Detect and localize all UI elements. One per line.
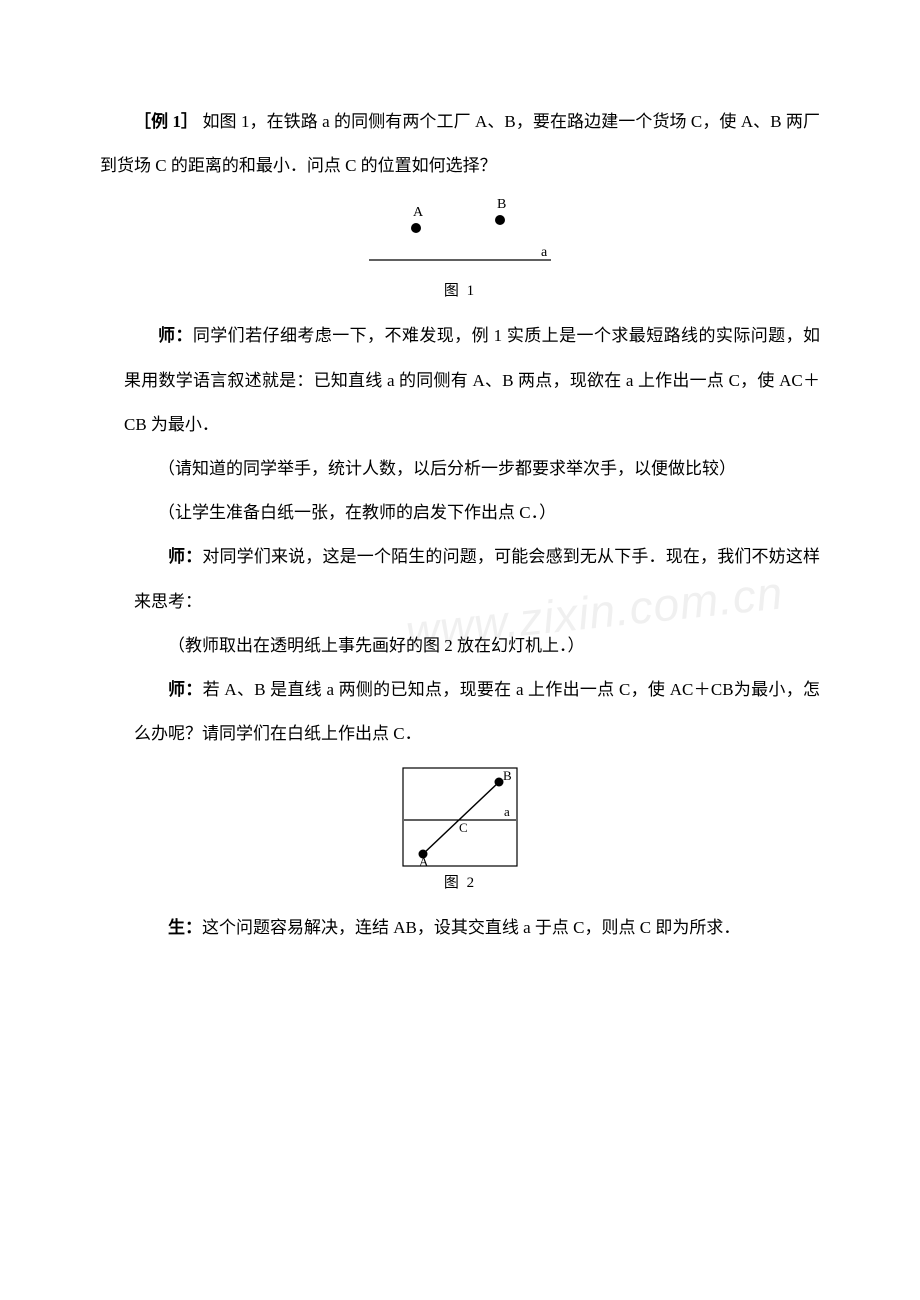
student-label-1: 生： (168, 918, 202, 937)
paragraph-note-2: （让学生准备白纸一张，在教师的启发下作出点 C．） (124, 491, 820, 535)
svg-text:a: a (541, 245, 548, 260)
svg-text:A: A (413, 205, 424, 220)
figure-2: a A B C 图 2 (100, 766, 820, 892)
paragraph-note-3: （教师取出在透明纸上事先画好的图 2 放在幻灯机上．） (134, 624, 820, 668)
note-2-text: （让学生准备白纸一张，在教师的启发下作出点 C．） (158, 503, 556, 522)
figure-2-caption: 图 2 (444, 871, 476, 892)
document-body: ［例 1］ 如图 1，在铁路 a 的同侧有两个工厂 A、B，要在路边建一个货场 … (100, 100, 820, 950)
teacher-text-2: 对同学们来说，这是一个陌生的问题，可能会感到无从下手．现在，我们不妨这样来思考： (134, 547, 820, 610)
teacher-label-2: 师： (168, 547, 202, 566)
student-text-1: 这个问题容易解决，连结 AB，设其交直线 a 于点 C，则点 C 即为所求． (202, 918, 740, 937)
svg-text:a: a (504, 804, 510, 819)
paragraph-example-1: ［例 1］ 如图 1，在铁路 a 的同侧有两个工厂 A、B，要在路边建一个货场 … (100, 100, 820, 188)
svg-text:C: C (459, 820, 468, 835)
paragraph-teacher-1: 师：同学们若仔细考虑一下，不难发现，例 1 实质上是一个求最短路线的实际问题，如… (124, 314, 820, 447)
note-3-text: （教师取出在透明纸上事先画好的图 2 放在幻灯机上．） (168, 636, 585, 655)
example-1-text: 如图 1，在铁路 a 的同侧有两个工厂 A、B，要在路边建一个货场 C，使 A、… (100, 112, 820, 175)
paragraph-note-1: （请知道的同学举手，统计人数，以后分析一步都要求举次手，以便做比较） (124, 447, 820, 491)
paragraph-teacher-2: 师：对同学们来说，这是一个陌生的问题，可能会感到无从下手．现在，我们不妨这样来思… (134, 535, 820, 623)
teacher-label-1: 师： (158, 326, 193, 345)
paragraph-student-1: 生：这个问题容易解决，连结 AB，设其交直线 a 于点 C，则点 C 即为所求． (134, 906, 820, 950)
teacher-label-3: 师： (168, 680, 203, 699)
figure-2-svg: a A B C (401, 766, 519, 868)
teacher-text-3: 若 A、B 是直线 a 两侧的已知点，现要在 a 上作出一点 C，使 AC＋CB… (134, 680, 820, 743)
figure-1: a A B 图 1 (100, 198, 820, 300)
teacher-text-1: 同学们若仔细考虑一下，不难发现，例 1 实质上是一个求最短路线的实际问题，如果用… (124, 326, 820, 433)
paragraph-teacher-3: 师：若 A、B 是直线 a 两侧的已知点，现要在 a 上作出一点 C，使 AC＋… (134, 668, 820, 756)
svg-text:B: B (497, 198, 506, 212)
figure-1-svg: a A B (365, 198, 555, 276)
example-1-label: ［例 1］ (134, 112, 198, 131)
note-1-text: （请知道的同学举手，统计人数，以后分析一步都要求举次手，以便做比较） (158, 459, 736, 478)
figure-1-caption: 图 1 (444, 279, 476, 300)
svg-text:A: A (419, 854, 429, 868)
svg-text:B: B (503, 768, 512, 783)
